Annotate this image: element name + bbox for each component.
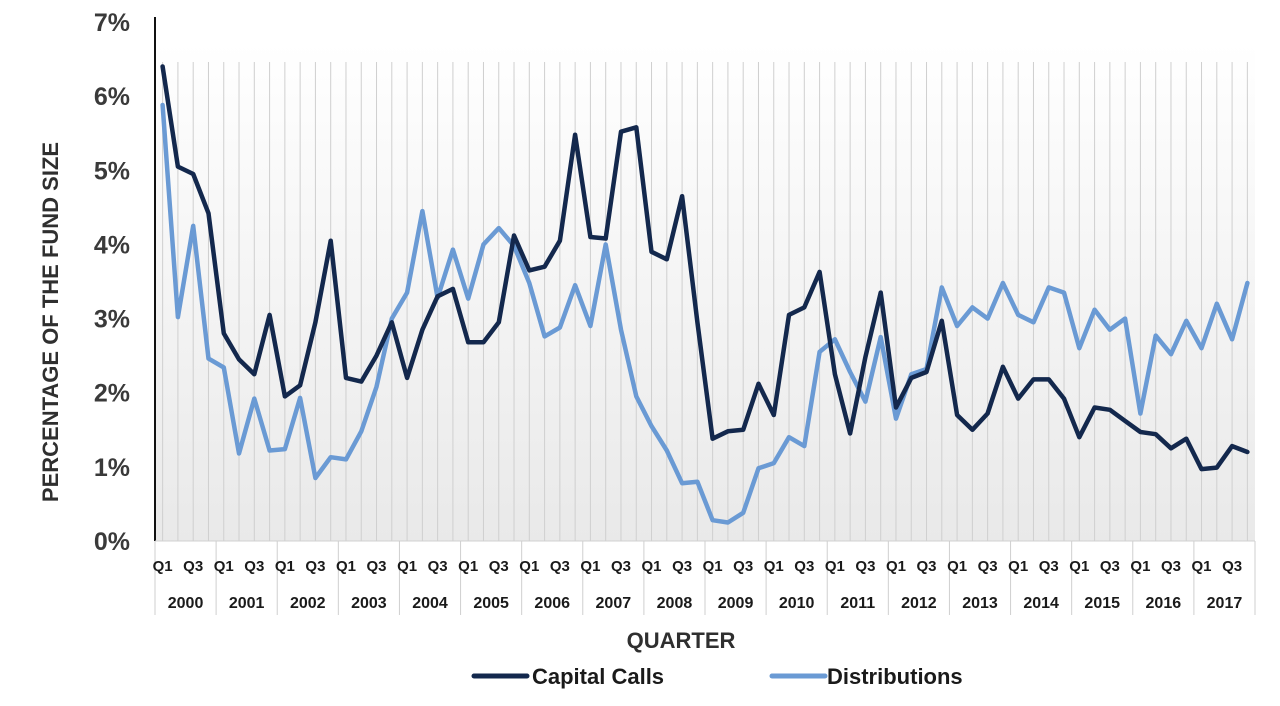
axes bbox=[154, 17, 1256, 615]
y-tick-label: 2% bbox=[94, 380, 130, 408]
quarter-tick-label: Q3 bbox=[550, 558, 570, 575]
quarter-tick-label: Q3 bbox=[1222, 558, 1242, 575]
x-tick-labels: Q1 Q3 2000 Q1 Q3 2001 Q1 Q3 2002 Q1 Q3 2003 Q1 Q3 2004… bbox=[153, 558, 1243, 612]
quarter-tick-label: Q3 bbox=[183, 558, 203, 575]
quarter-tick-label: Q3 bbox=[733, 558, 753, 575]
y-tick-label: 3% bbox=[94, 306, 130, 334]
year-tick-label: 2012 bbox=[901, 595, 937, 612]
year-tick-label: 2011 bbox=[840, 595, 875, 612]
series-lines bbox=[160, 64, 1250, 525]
year-tick-label: 2007 bbox=[596, 595, 632, 612]
year-tick-label: 2008 bbox=[657, 595, 693, 612]
year-tick-label: 2013 bbox=[962, 595, 998, 612]
quarter-tick-label: Q3 bbox=[978, 558, 998, 575]
y-tick-labels: 0% 1% 2% 3% 4% 5% 6% 7% bbox=[94, 9, 130, 556]
y-axis-title: PERCENTAGE OF THE FUND SIZE bbox=[38, 142, 63, 502]
year-tick-label: 2009 bbox=[718, 595, 754, 612]
y-tick-label: 5% bbox=[94, 157, 130, 185]
quarter-tick-label: Q3 bbox=[367, 558, 387, 575]
legend-label-distributions: Distributions bbox=[827, 664, 963, 689]
series-line-distributions bbox=[160, 102, 1250, 525]
quarter-tick-label: Q3 bbox=[305, 558, 325, 575]
quarter-tick-label: Q3 bbox=[244, 558, 264, 575]
quarter-tick-label: Q1 bbox=[1008, 558, 1028, 575]
quarter-tick-label: Q1 bbox=[1130, 558, 1150, 575]
legend-label-capital-calls: Capital Calls bbox=[532, 664, 664, 689]
year-tick-label: 2015 bbox=[1084, 595, 1120, 612]
quarter-tick-label: Q3 bbox=[1039, 558, 1059, 575]
series-line-capital-calls bbox=[160, 64, 1250, 472]
quarter-tick-label: Q1 bbox=[519, 558, 539, 575]
year-tick-label: 2005 bbox=[473, 595, 509, 612]
year-tick-label: 2017 bbox=[1207, 595, 1243, 612]
year-tick-label: 2014 bbox=[1023, 595, 1059, 612]
quarter-tick-label: Q1 bbox=[642, 558, 662, 575]
year-tick-label: 2016 bbox=[1146, 595, 1182, 612]
quarter-tick-label: Q1 bbox=[214, 558, 234, 575]
year-tick-label: 2006 bbox=[534, 595, 570, 612]
quarter-tick-label: Q1 bbox=[764, 558, 784, 575]
y-tick-label: 6% bbox=[94, 83, 130, 111]
quarter-tick-label: Q3 bbox=[794, 558, 814, 575]
year-tick-label: 2002 bbox=[290, 595, 326, 612]
quarter-tick-label: Q1 bbox=[275, 558, 295, 575]
quarter-tick-label: Q1 bbox=[886, 558, 906, 575]
y-tick-label: 0% bbox=[94, 528, 130, 556]
x-axis-title: QUARTER bbox=[627, 628, 736, 653]
year-tick-label: 2001 bbox=[229, 595, 265, 612]
vertical-gridlines bbox=[162, 62, 1248, 541]
quarter-tick-label: Q1 bbox=[336, 558, 356, 575]
quarter-tick-label: Q3 bbox=[611, 558, 631, 575]
y-tick-label: 4% bbox=[94, 231, 130, 259]
quarter-tick-label: Q1 bbox=[947, 558, 967, 575]
quarter-tick-label: Q1 bbox=[1192, 558, 1212, 575]
year-tick-label: 2010 bbox=[779, 595, 815, 612]
quarter-tick-label: Q3 bbox=[672, 558, 692, 575]
y-tick-label: 7% bbox=[94, 9, 130, 37]
quarter-tick-label: Q3 bbox=[1100, 558, 1120, 575]
year-tick-label: 2003 bbox=[351, 595, 387, 612]
quarter-tick-label: Q1 bbox=[1069, 558, 1089, 575]
legend: Capital Calls Distributions bbox=[471, 664, 963, 689]
quarter-tick-label: Q1 bbox=[397, 558, 417, 575]
quarter-tick-label: Q3 bbox=[428, 558, 448, 575]
quarter-tick-label: Q1 bbox=[703, 558, 723, 575]
quarter-tick-label: Q1 bbox=[825, 558, 845, 575]
quarter-tick-label: Q3 bbox=[855, 558, 875, 575]
quarter-tick-label: Q1 bbox=[153, 558, 173, 575]
quarter-tick-label: Q3 bbox=[1161, 558, 1181, 575]
year-tick-label: 2004 bbox=[412, 595, 448, 612]
y-tick-label: 1% bbox=[94, 454, 130, 482]
quarter-tick-label: Q1 bbox=[458, 558, 478, 575]
quarter-tick-label: Q3 bbox=[917, 558, 937, 575]
quarter-tick-label: Q3 bbox=[489, 558, 509, 575]
year-tick-label: 2000 bbox=[168, 595, 204, 612]
quarter-tick-label: Q1 bbox=[580, 558, 600, 575]
